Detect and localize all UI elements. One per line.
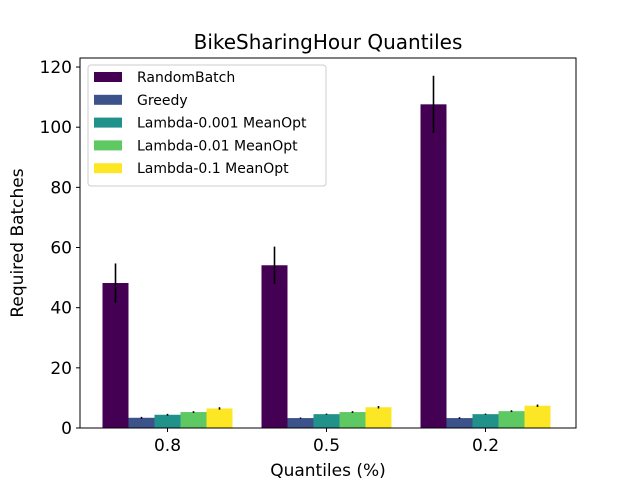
bar bbox=[180, 412, 207, 428]
bar bbox=[472, 414, 499, 428]
bar bbox=[261, 265, 288, 428]
legend-box bbox=[87, 64, 327, 187]
bar bbox=[287, 418, 314, 428]
bar bbox=[420, 104, 447, 429]
y-tick-label: 0 bbox=[61, 419, 72, 439]
legend: RandomBatch Greedy Lambda-0.001 MeanOpt Lam… bbox=[87, 64, 327, 187]
bar bbox=[154, 414, 181, 428]
x-tick-label: 0.8 bbox=[154, 436, 181, 456]
bar bbox=[498, 411, 525, 428]
legend-swatch bbox=[94, 163, 122, 174]
bars-group bbox=[102, 75, 551, 429]
bar bbox=[102, 283, 129, 428]
x-axis-label: Quantiles (%) bbox=[270, 461, 386, 480]
x-tick-label: 0.2 bbox=[472, 436, 499, 456]
y-tick-label: 40 bbox=[50, 299, 72, 319]
y-axis: 0 20 40 60 80 100 120 bbox=[40, 58, 80, 439]
bar bbox=[365, 407, 392, 428]
y-tick-label: 20 bbox=[50, 359, 72, 379]
bar bbox=[128, 417, 155, 428]
y-tick-label: 100 bbox=[40, 118, 72, 138]
bar bbox=[524, 405, 551, 428]
x-tick-label: 0.5 bbox=[313, 436, 340, 456]
y-tick-label: 60 bbox=[50, 239, 72, 259]
bar bbox=[339, 412, 366, 428]
bar bbox=[446, 418, 473, 428]
legend-label: Greedy bbox=[137, 93, 188, 109]
y-tick-label: 120 bbox=[40, 58, 72, 78]
legend-swatch bbox=[94, 94, 122, 105]
legend-swatch bbox=[94, 72, 122, 82]
bar bbox=[206, 408, 233, 428]
x-axis: 0.8 0.5 0.2 bbox=[154, 428, 499, 456]
bar bbox=[313, 414, 340, 428]
y-tick-label: 80 bbox=[50, 178, 72, 198]
chart-title: BikeSharingHour Quantiles bbox=[194, 30, 463, 54]
legend-label: Lambda-0.1 MeanOpt bbox=[137, 161, 289, 177]
legend-swatch bbox=[94, 140, 122, 151]
plot-frame bbox=[79, 57, 577, 429]
legend-label: Lambda-0.01 MeanOpt bbox=[137, 138, 298, 154]
legend-label: RandomBatch bbox=[137, 70, 235, 86]
legend-label: Lambda-0.001 MeanOpt bbox=[137, 116, 307, 132]
y-axis-label: Required Batches bbox=[8, 168, 28, 317]
legend-swatch bbox=[94, 117, 122, 128]
